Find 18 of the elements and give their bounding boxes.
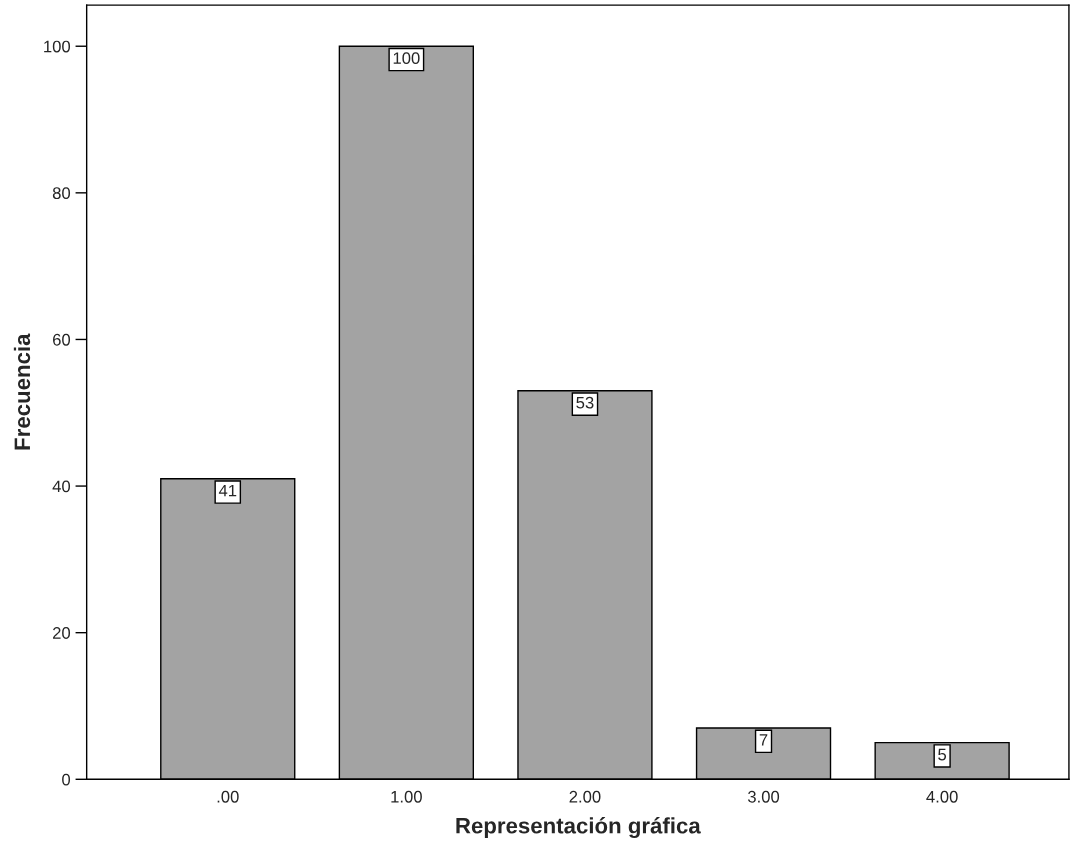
x-tick-label: 2.00: [569, 790, 601, 803]
y-tick-label: 0: [62, 773, 71, 786]
x-tick-label: 4.00: [926, 790, 958, 803]
data-label: 41: [218, 484, 237, 497]
y-tick-label: 40: [52, 480, 71, 493]
y-axis-title: Frecuencia: [13, 333, 31, 450]
data-label: 7: [759, 734, 768, 746]
data-label: 100: [393, 52, 420, 65]
y-tick-label: 60: [53, 333, 71, 346]
y-tick-label: 20: [53, 627, 71, 639]
x-axis-title: Representación gráfica: [456, 817, 701, 839]
x-tick-label: 3.00: [747, 790, 780, 803]
x-tick-label: .00: [217, 790, 239, 803]
y-tick-label: 100: [44, 40, 71, 53]
y-tick-label: 80: [52, 187, 71, 200]
x-tick-label: 1.00: [391, 790, 422, 803]
data-label: 53: [576, 396, 594, 409]
data-label: 5: [938, 748, 947, 761]
